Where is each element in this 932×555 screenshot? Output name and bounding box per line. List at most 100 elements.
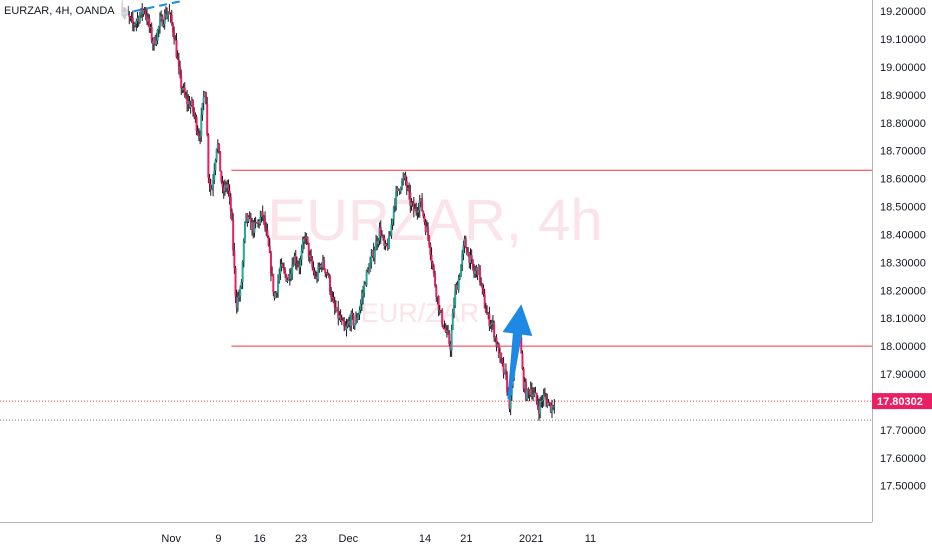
candle — [266, 223, 269, 239]
candle-body — [286, 280, 289, 282]
candle-body — [352, 314, 355, 326]
candle — [273, 291, 276, 301]
candle — [173, 26, 176, 45]
candle — [291, 257, 294, 280]
candle-body — [200, 114, 203, 137]
candle — [391, 218, 394, 230]
candle-body — [180, 75, 183, 89]
candle — [304, 232, 307, 244]
candle — [189, 100, 192, 114]
candle — [281, 262, 284, 269]
candle — [262, 215, 265, 225]
candle — [196, 125, 199, 136]
candle-body — [291, 264, 294, 274]
candle — [188, 96, 191, 109]
candle-body — [480, 282, 483, 284]
candle-body — [467, 252, 470, 256]
candle-body — [153, 38, 156, 45]
candle — [521, 350, 524, 371]
candle — [297, 260, 300, 268]
candle-body — [272, 273, 275, 293]
candle-body — [275, 292, 278, 294]
candle — [214, 158, 217, 176]
candle — [293, 252, 296, 266]
candle-body — [134, 23, 137, 26]
candle — [506, 371, 509, 396]
candle-body — [242, 240, 245, 262]
candle-body — [443, 328, 446, 330]
candle-body — [253, 222, 256, 233]
bullish-projection-arrow[interactable] — [502, 304, 533, 400]
time-axis[interactable]: Nov 9 16 23 Dec 14 21 2021 11 — [0, 522, 932, 550]
candle — [258, 219, 261, 229]
candle-body — [447, 330, 450, 334]
candle-body — [175, 40, 178, 58]
candle-body — [539, 400, 542, 414]
candle — [246, 213, 249, 227]
candle-body — [362, 292, 365, 297]
candle — [272, 273, 275, 297]
candle — [161, 14, 164, 27]
symbol-label[interactable]: EURZAR, 4H, OANDA — [4, 5, 115, 17]
candle-body — [534, 392, 537, 394]
candle-body — [402, 178, 405, 181]
price-axis[interactable]: 19.20000 19.10000 19.00000 18.90000 18.80000… — [872, 0, 932, 522]
price-tick-label: 18.00000 — [880, 341, 926, 353]
candle — [385, 242, 388, 247]
candle — [377, 238, 380, 248]
candle-body — [528, 391, 531, 395]
candle — [473, 263, 476, 278]
candle — [135, 18, 138, 32]
candle-body — [241, 261, 244, 283]
candle-body — [343, 320, 346, 327]
candle — [192, 99, 195, 117]
candle — [164, 6, 167, 20]
candle — [401, 178, 404, 191]
candle — [305, 233, 308, 245]
candle-body — [520, 337, 523, 354]
candle-body — [550, 405, 553, 412]
candle-body — [406, 188, 409, 190]
dashed-trend-line[interactable] — [120, 0, 181, 15]
candle-body — [221, 181, 224, 188]
candle — [203, 91, 206, 98]
candle-body — [166, 14, 169, 18]
candle-body — [486, 312, 489, 315]
candle — [174, 35, 177, 41]
price-tick-label: 18.90000 — [880, 90, 926, 102]
candle — [373, 246, 376, 265]
candle-body — [463, 238, 466, 246]
candle-body — [234, 267, 237, 297]
candle — [226, 179, 229, 194]
candle-body — [222, 187, 225, 192]
candle — [438, 305, 441, 316]
candle-body — [500, 353, 503, 360]
candle — [390, 218, 393, 239]
candle — [395, 185, 398, 211]
candle — [210, 185, 213, 191]
candle — [171, 22, 174, 37]
candle — [202, 90, 205, 111]
candle-body — [238, 296, 241, 298]
candle — [316, 271, 319, 284]
candle-body — [189, 104, 192, 108]
candle-body — [318, 266, 321, 268]
candle-body — [365, 270, 368, 286]
candle — [175, 33, 178, 59]
candle-body — [522, 368, 525, 389]
candle — [525, 378, 527, 402]
candle-body — [425, 226, 428, 232]
candle — [406, 184, 409, 191]
candle-body — [474, 270, 477, 274]
candle-body — [481, 283, 484, 289]
candle-body — [470, 255, 473, 260]
candle-body — [499, 353, 502, 358]
candle-body — [310, 255, 313, 260]
candle — [195, 114, 198, 136]
candle-body — [416, 211, 419, 213]
candle — [468, 252, 471, 269]
candle — [332, 291, 335, 304]
candle — [299, 255, 302, 275]
candle-body — [388, 235, 391, 249]
